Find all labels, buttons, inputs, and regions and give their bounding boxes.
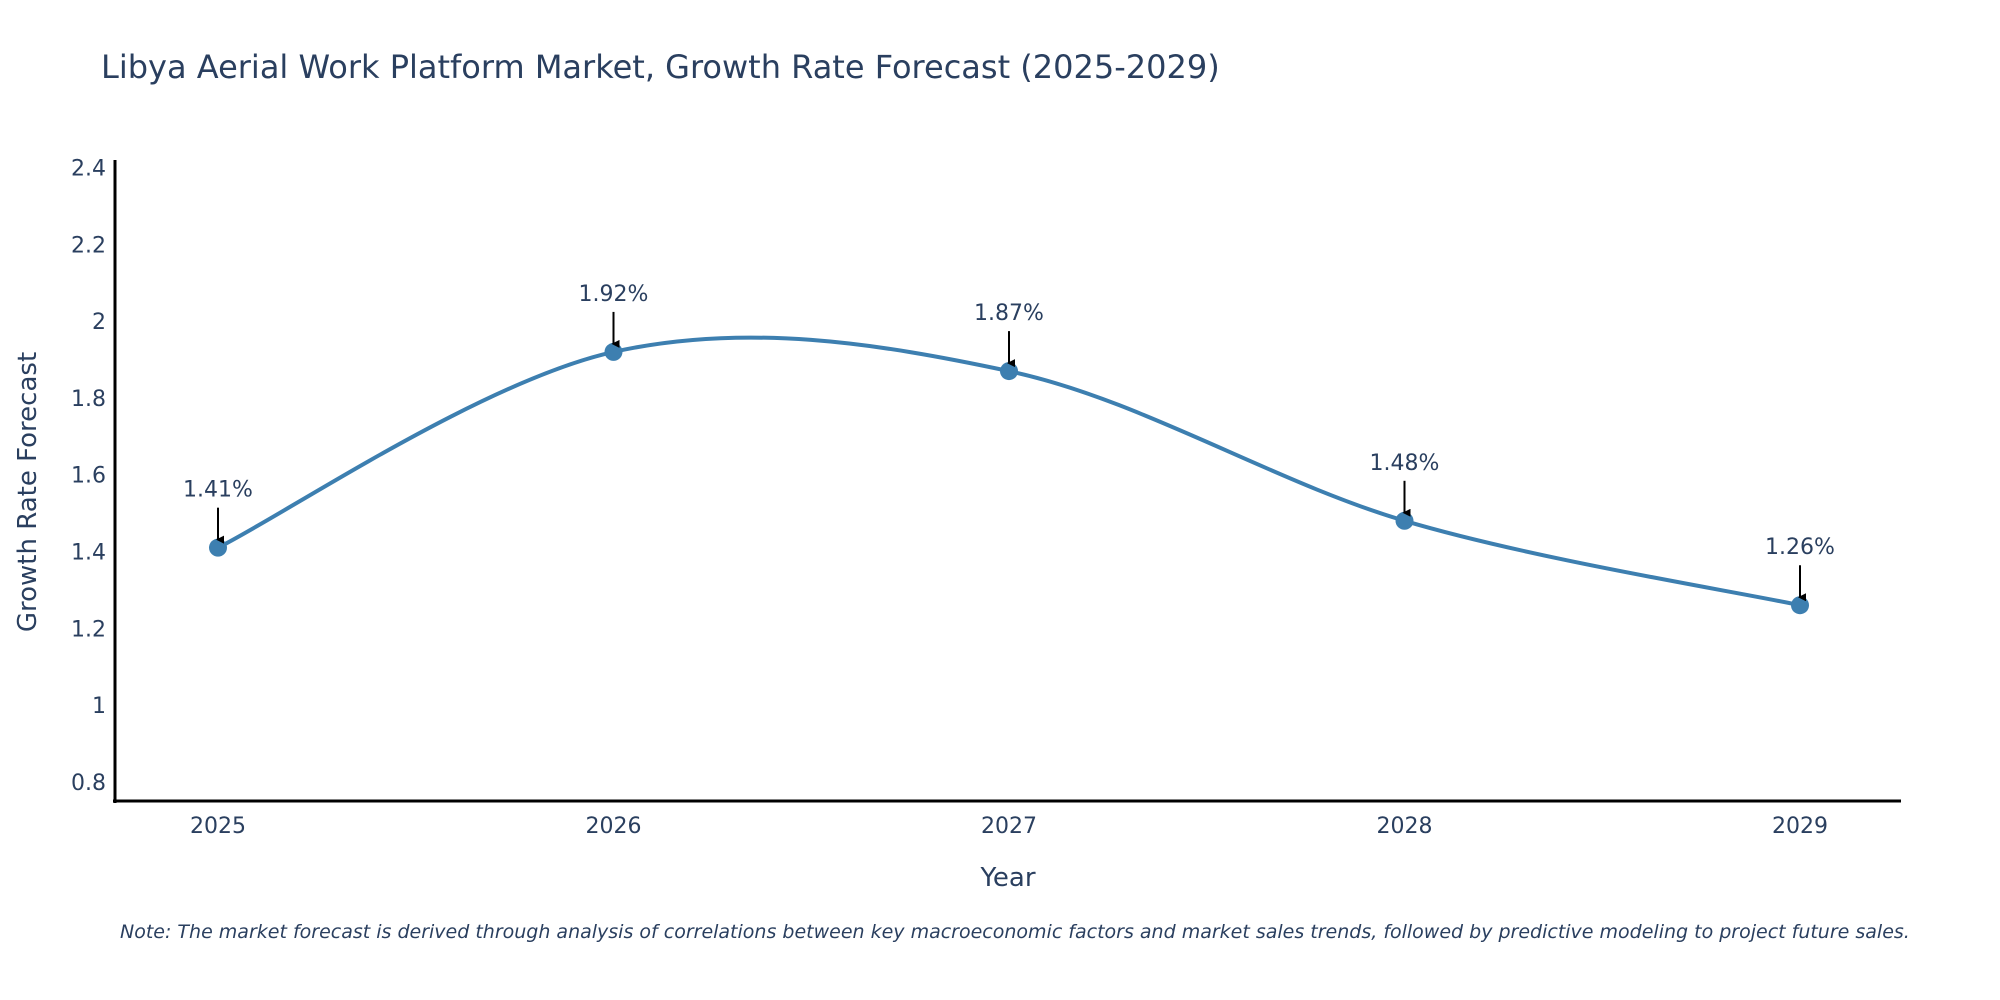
data-point[interactable]	[1395, 511, 1414, 530]
data-label: 1.26%	[1765, 535, 1835, 560]
y-axis-title: Growth Rate Forecast	[13, 352, 43, 632]
data-annotations: 1.41% 1.92% 1.87% 1.48% 1.26%	[183, 282, 1835, 602]
x-tick-label: 2026	[586, 814, 642, 839]
footnote: Note: The market forecast is derived thr…	[120, 921, 1910, 943]
y-tick-label: 0.8	[71, 771, 106, 796]
chart-title: Libya Aerial Work Platform Market, Growt…	[101, 48, 1220, 86]
y-tick-label: 1	[92, 694, 106, 719]
y-tick-label: 2.2	[71, 233, 106, 258]
data-label: 1.87%	[974, 301, 1044, 326]
data-point[interactable]	[209, 538, 227, 557]
x-axis-ticks: 2025 2026 2027 2028 2029	[190, 814, 1828, 839]
x-tick-label: 2029	[1772, 814, 1828, 839]
x-tick-label: 2025	[190, 814, 246, 839]
y-tick-label: 2.4	[71, 157, 106, 182]
data-label: 1.92%	[579, 282, 649, 307]
y-tick-label: 1.6	[71, 464, 106, 489]
data-point[interactable]	[1000, 362, 1018, 381]
data-label: 1.48%	[1370, 451, 1440, 476]
y-tick-label: 1.8	[71, 387, 106, 412]
x-axis-title: Year	[979, 863, 1035, 893]
y-tick-label: 2	[92, 310, 106, 335]
data-point[interactable]	[604, 342, 623, 361]
y-tick-label: 1.4	[71, 541, 106, 566]
x-tick-label: 2027	[981, 814, 1037, 839]
data-point[interactable]	[1791, 596, 1809, 615]
y-tick-label: 1.2	[71, 617, 106, 642]
x-tick-label: 2028	[1377, 814, 1433, 839]
y-axis-ticks: 0.8 1 1.2 1.4 1.6 1.8 2 2.2 2.4	[71, 157, 106, 796]
data-points	[209, 342, 1809, 615]
data-label: 1.41%	[183, 478, 253, 503]
